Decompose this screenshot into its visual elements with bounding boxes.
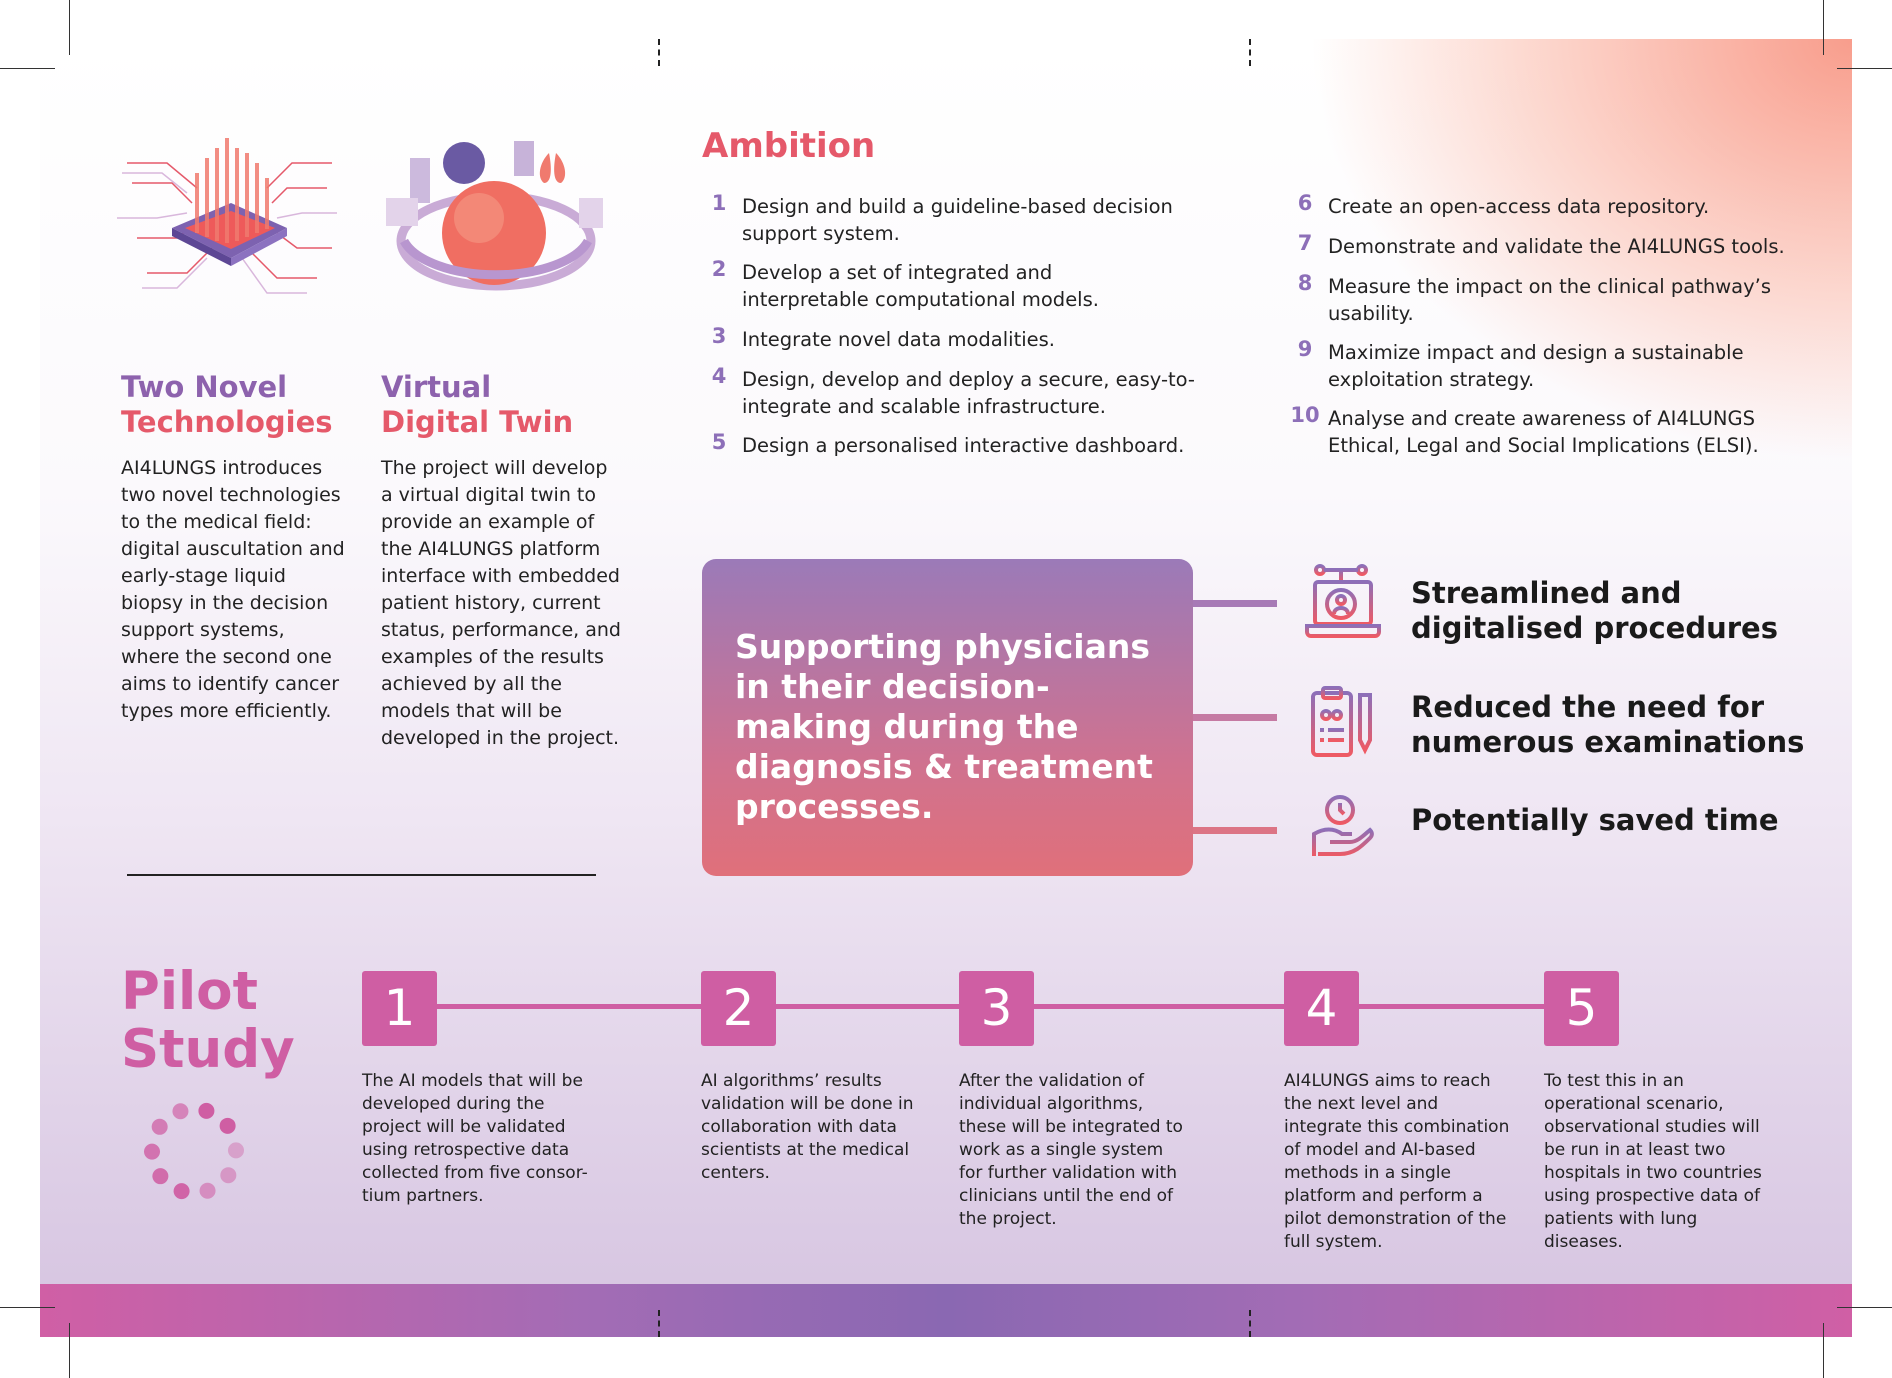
benefit-line: digitalised procedures — [1411, 611, 1778, 645]
ambition-item: Analyse and create awareness of AI4LUNGS… — [1328, 407, 1759, 457]
title-line: Study — [121, 1019, 295, 1080]
ambition-item: Design a personalised interactive dashbo… — [742, 434, 1185, 457]
ambition-number: 8 — [1297, 271, 1313, 295]
step-description: To test this in an operational scenario,… — [1544, 1071, 1762, 1252]
ambition-number: 9 — [1297, 337, 1313, 361]
ambition-title: Ambition — [702, 126, 876, 166]
ambition-number: 3 — [711, 324, 727, 348]
fold-mark — [658, 1310, 660, 1337]
technologies-heading: Two Novel Technologies — [121, 370, 333, 440]
crop-mark — [69, 0, 70, 55]
step-description: After the validation of individual algor… — [959, 1071, 1183, 1229]
ambition-number: 1 — [711, 191, 727, 215]
ambition-number: 7 — [1297, 231, 1313, 255]
loading-dot — [152, 1168, 169, 1185]
laptop-user-icon — [1305, 564, 1381, 638]
callout-box — [702, 559, 1193, 876]
ambition-item: Maximize impact and design a sustainable… — [1328, 341, 1744, 391]
technologies-body: AI4LUNGS introduces two novel technologi… — [121, 457, 345, 722]
step-description: AI4LUNGS aims to reach the next level an… — [1284, 1071, 1510, 1252]
twin-heading: Virtual Digital Twin — [381, 370, 573, 440]
ambition-number: 6 — [1297, 191, 1313, 215]
benefit-saved-time: Potentially saved time — [1411, 803, 1779, 837]
callout-text: Supporting physicians in their decision-… — [735, 627, 1153, 826]
crop-mark — [0, 1307, 55, 1308]
step-number-badge: 1 — [362, 971, 437, 1046]
loading-dot — [151, 1118, 168, 1135]
ambition-number: 4 — [711, 364, 727, 388]
loading-dot — [199, 1182, 216, 1199]
ambition-item: Design and build a guideline-based decis… — [742, 195, 1173, 245]
ambition-number: 10 — [1290, 403, 1320, 427]
pilot-title: Pilot Study — [121, 963, 295, 1079]
fold-mark — [1249, 39, 1251, 66]
loading-dots-icon — [144, 1102, 244, 1200]
loading-dot — [144, 1143, 161, 1160]
crop-mark — [1823, 1323, 1824, 1378]
crop-mark — [1837, 1307, 1892, 1308]
ambition-item: Develop a set of integrated and interpre… — [742, 261, 1099, 311]
ambition-item: Create an open-access data repository. — [1328, 195, 1710, 218]
loading-dot — [172, 1103, 189, 1120]
heading-line: Digital Twin — [381, 405, 574, 439]
digital-twin-illustration — [386, 141, 603, 291]
fold-mark — [658, 39, 660, 66]
footer-band — [40, 1284, 1852, 1337]
fold-mark — [1249, 1310, 1251, 1337]
connector-line — [1193, 600, 1277, 607]
heading-line: Virtual — [381, 370, 492, 404]
step-description: The AI models that will be developed dur… — [362, 1071, 588, 1206]
ambition-item: Design, develop and deploy a secure, eas… — [742, 368, 1195, 418]
loading-dot — [227, 1142, 244, 1159]
loading-dot — [219, 1117, 236, 1134]
crop-mark — [1823, 0, 1824, 55]
step-number-badge: 2 — [701, 971, 776, 1046]
step-description: AI algorithms’ results validation will b… — [701, 1071, 914, 1183]
loading-dot — [220, 1167, 237, 1184]
ambition-number: 5 — [711, 430, 727, 454]
crop-mark — [1837, 68, 1892, 69]
ambition-item: Integrate novel data modalities. — [742, 328, 1056, 351]
chip-illustration — [117, 138, 337, 294]
step-number-badge: 4 — [1284, 971, 1359, 1046]
heading-line: Two Novel — [121, 370, 288, 404]
benefit-reduced-exams: Reduced the need for numerous examinatio… — [1411, 690, 1804, 760]
connector-line — [1193, 827, 1277, 834]
hand-clock-icon — [1312, 795, 1374, 856]
benefit-line: numerous examinations — [1411, 725, 1805, 759]
benefit-streamlined: Streamlined and digitalised procedures — [1411, 576, 1778, 646]
step-number-badge: 3 — [959, 971, 1034, 1046]
loading-dot — [173, 1183, 190, 1200]
title-line: Pilot — [121, 961, 258, 1022]
crop-mark — [0, 68, 55, 69]
benefit-line: Reduced the need for — [1411, 690, 1765, 724]
loading-dot — [198, 1102, 215, 1119]
step-number-badge: 5 — [1544, 971, 1619, 1046]
connector-line — [1193, 714, 1277, 721]
twin-body: The project will develop a virtual digit… — [381, 457, 621, 749]
benefit-line: Streamlined and — [1411, 576, 1682, 610]
clipboard-icon — [1311, 686, 1372, 757]
crop-mark — [69, 1323, 70, 1378]
ambition-number: 2 — [711, 257, 727, 281]
heading-line: Technologies — [121, 405, 333, 439]
ambition-item: Measure the impact on the clinical pathw… — [1328, 275, 1772, 325]
divider — [127, 874, 596, 876]
ambition-item: Demonstrate and validate the AI4LUNGS to… — [1328, 235, 1785, 258]
